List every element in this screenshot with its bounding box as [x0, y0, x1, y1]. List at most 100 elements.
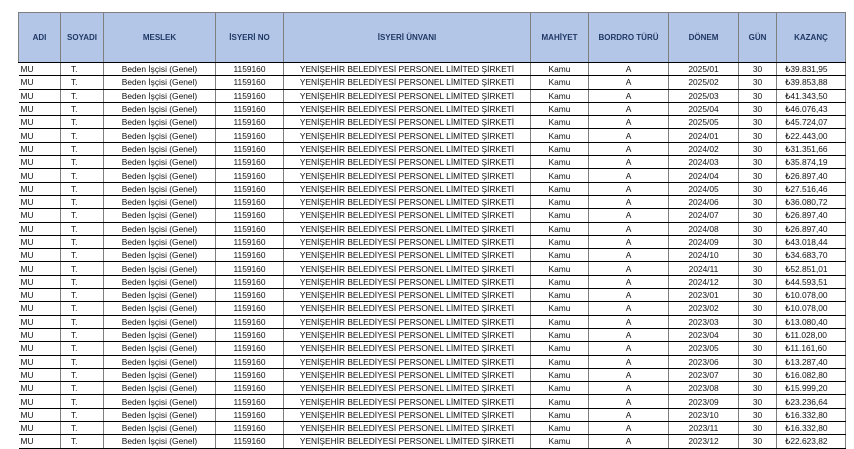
cell-isyeri-no: 1159160 — [215, 115, 284, 130]
cell-adi: MU — [18, 381, 61, 396]
cell-donem: 2023/11 — [668, 421, 739, 436]
cell-mahiyet: Kamu — [530, 115, 589, 130]
table-row: MU T. Beden İşçisi (Genel) 1159160 YENİŞEHİR… — [18, 421, 846, 436]
cell-soyadi: T. — [60, 195, 104, 210]
cell-donem: 2024/05 — [668, 182, 739, 196]
cell-kazanc: ₺11.028,00 — [776, 328, 846, 343]
cell-donem: 2025/03 — [668, 89, 739, 103]
cell-mahiyet: Kamu — [530, 261, 589, 276]
cell-mahiyet: Kamu — [530, 168, 589, 183]
cell-gun: 30 — [738, 288, 777, 303]
header-bordro-turu: BORDRO TÜRÜ — [588, 12, 669, 63]
cell-bordro: A — [588, 89, 669, 103]
earnings-table: ADI SOYADI MESLEK İSYERİ NO İSYERİ ÜNVAN… — [18, 12, 846, 449]
cell-bordro: A — [588, 355, 669, 369]
cell-adi: MU — [18, 208, 61, 223]
cell-isyeri-no: 1159160 — [215, 89, 284, 103]
cell-adi: MU — [18, 75, 61, 90]
cell-bordro: A — [588, 195, 669, 210]
cell-meslek: Beden İşçisi (Genel) — [103, 394, 216, 409]
table-row: MU T. Beden İşçisi (Genel) 1159160 YENİŞEHİR… — [18, 155, 846, 170]
cell-kazanc: ₺10.078,00 — [776, 288, 846, 303]
table-row: MU T. Beden İşçisi (Genel) 1159160 YENİŞEHİR… — [18, 341, 846, 356]
cell-unvan: YENİŞEHİR BELEDİYESİ PERSONEL LİMİTED Şİ… — [283, 128, 531, 143]
cell-gun: 30 — [738, 381, 777, 396]
cell-unvan: YENİŞEHİR BELEDİYESİ PERSONEL LİMİTED Şİ… — [283, 195, 531, 210]
cell-soyadi: T. — [60, 248, 104, 263]
cell-gun: 30 — [738, 394, 777, 409]
cell-kazanc: ₺26.897,40 — [776, 222, 846, 236]
cell-kazanc: ₺16.332,80 — [776, 408, 846, 423]
cell-unvan: YENİŞEHİR BELEDİYESİ PERSONEL LİMİTED Şİ… — [283, 75, 531, 90]
table-row: MU T. Beden İşçisi (Genel) 1159160 YENİŞEHİR… — [18, 168, 846, 183]
cell-meslek: Beden İşçisi (Genel) — [103, 168, 216, 183]
cell-soyadi: T. — [60, 261, 104, 276]
table-row: MU T. Beden İşçisi (Genel) 1159160 YENİŞEHİR… — [18, 62, 846, 77]
cell-bordro: A — [588, 288, 669, 303]
cell-gun: 30 — [738, 261, 777, 276]
cell-adi: MU — [18, 315, 61, 329]
cell-bordro: A — [588, 155, 669, 170]
cell-soyadi: T. — [60, 222, 104, 236]
cell-donem: 2024/10 — [668, 248, 739, 263]
table-row: MU T. Beden İşçisi (Genel) 1159160 YENİŞEHİR… — [18, 75, 846, 90]
cell-mahiyet: Kamu — [530, 155, 589, 170]
cell-meslek: Beden İşçisi (Genel) — [103, 355, 216, 369]
cell-bordro: A — [588, 222, 669, 236]
cell-isyeri-no: 1159160 — [215, 301, 284, 316]
cell-mahiyet: Kamu — [530, 235, 589, 250]
cell-adi: MU — [18, 248, 61, 263]
cell-soyadi: T. — [60, 75, 104, 90]
cell-gun: 30 — [738, 301, 777, 316]
cell-gun: 30 — [738, 62, 777, 77]
cell-soyadi: T. — [60, 128, 104, 143]
cell-unvan: YENİŞEHİR BELEDİYESİ PERSONEL LİMİTED Şİ… — [283, 341, 531, 356]
cell-adi: MU — [18, 368, 61, 383]
cell-mahiyet: Kamu — [530, 368, 589, 383]
table-row: MU T. Beden İşçisi (Genel) 1159160 YENİŞEHİR… — [18, 434, 846, 449]
cell-soyadi: T. — [60, 168, 104, 183]
header-adi: ADI — [18, 12, 61, 63]
cell-meslek: Beden İşçisi (Genel) — [103, 155, 216, 170]
header-gun: GÜN — [738, 12, 777, 63]
cell-kazanc: ₺39.853,88 — [776, 75, 846, 90]
cell-soyadi: T. — [60, 315, 104, 329]
cell-meslek: Beden İşçisi (Genel) — [103, 315, 216, 329]
cell-gun: 30 — [738, 208, 777, 223]
table-row: MU T. Beden İşçisi (Genel) 1159160 YENİŞEHİR… — [18, 115, 846, 130]
cell-gun: 30 — [738, 328, 777, 343]
cell-donem: 2024/11 — [668, 261, 739, 276]
cell-bordro: A — [588, 341, 669, 356]
cell-mahiyet: Kamu — [530, 208, 589, 223]
cell-soyadi: T. — [60, 142, 104, 157]
table-row: MU T. Beden İşçisi (Genel) 1159160 YENİŞEHİR… — [18, 368, 846, 383]
cell-kazanc: ₺23.236,64 — [776, 394, 846, 409]
cell-adi: MU — [18, 115, 61, 130]
cell-meslek: Beden İşçisi (Genel) — [103, 89, 216, 103]
cell-isyeri-no: 1159160 — [215, 421, 284, 436]
cell-unvan: YENİŞEHİR BELEDİYESİ PERSONEL LİMİTED Şİ… — [283, 102, 531, 117]
cell-isyeri-no: 1159160 — [215, 182, 284, 196]
cell-adi: MU — [18, 102, 61, 117]
cell-adi: MU — [18, 421, 61, 436]
table-row: MU T. Beden İşçisi (Genel) 1159160 YENİŞEHİR… — [18, 195, 846, 210]
cell-soyadi: T. — [60, 434, 104, 449]
cell-adi: MU — [18, 182, 61, 196]
cell-kazanc: ₺10.078,00 — [776, 301, 846, 316]
cell-donem: 2024/12 — [668, 275, 739, 290]
cell-unvan: YENİŞEHİR BELEDİYESİ PERSONEL LİMİTED Şİ… — [283, 288, 531, 303]
cell-bordro: A — [588, 434, 669, 449]
cell-mahiyet: Kamu — [530, 128, 589, 143]
cell-donem: 2023/03 — [668, 315, 739, 329]
cell-gun: 30 — [738, 89, 777, 103]
cell-donem: 2023/04 — [668, 328, 739, 343]
cell-adi: MU — [18, 222, 61, 236]
cell-kazanc: ₺15.999,20 — [776, 381, 846, 396]
table-row: MU T. Beden İşçisi (Genel) 1159160 YENİŞEHİR… — [18, 222, 846, 236]
cell-gun: 30 — [738, 182, 777, 196]
cell-unvan: YENİŞEHİR BELEDİYESİ PERSONEL LİMİTED Şİ… — [283, 408, 531, 423]
table-row: MU T. Beden İşçisi (Genel) 1159160 YENİŞEHİR… — [18, 89, 846, 103]
cell-adi: MU — [18, 328, 61, 343]
cell-donem: 2023/07 — [668, 368, 739, 383]
cell-isyeri-no: 1159160 — [215, 248, 284, 263]
